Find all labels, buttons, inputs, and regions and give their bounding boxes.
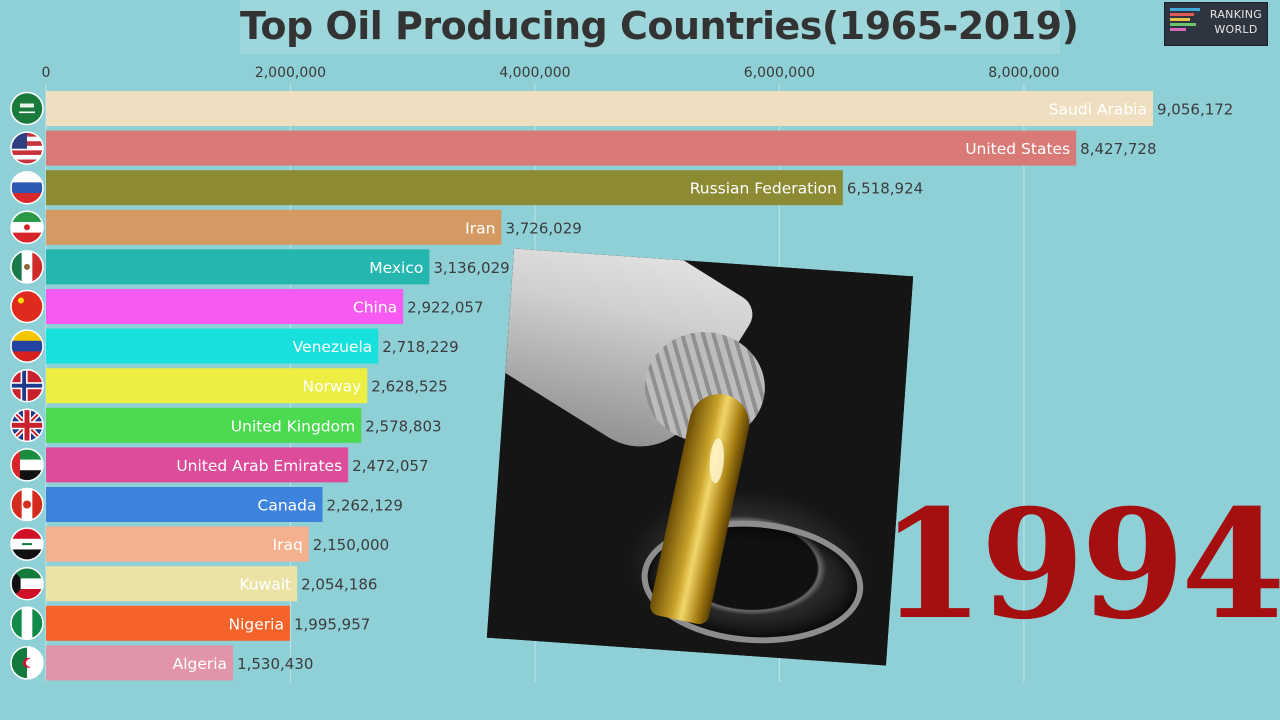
bar-value-label: 6,518,924 xyxy=(847,180,923,198)
bar xyxy=(46,170,843,206)
bar-value-label: 2,150,000 xyxy=(313,536,389,554)
bar-category-label: United Kingdom xyxy=(231,417,355,435)
bar xyxy=(46,566,298,602)
bar-category-label: Mexico xyxy=(369,259,423,277)
year-label: 1994 xyxy=(880,477,1280,653)
logo-line-1: RANKING xyxy=(1209,8,1263,21)
bar-value-label: 8,427,728 xyxy=(1080,140,1156,158)
bar-value-label: 2,628,525 xyxy=(371,378,447,396)
logo-bars-icon xyxy=(1170,8,1206,40)
flag-united-kingdom-icon xyxy=(10,408,44,443)
bar-category-label: China xyxy=(353,299,397,317)
bar-value-label: 2,054,186 xyxy=(301,576,377,594)
x-tick-label: 6,000,000 xyxy=(744,65,815,81)
bar xyxy=(46,447,349,483)
flag-iran-icon xyxy=(10,210,44,245)
logo-line-2: WORLD xyxy=(1214,23,1258,36)
bar xyxy=(46,249,430,285)
bar xyxy=(46,487,323,522)
bar xyxy=(46,328,379,364)
bar xyxy=(46,645,234,681)
flag-kuwait-icon xyxy=(10,566,44,601)
bar xyxy=(46,91,1153,126)
chart-title: Top Oil Producing Countries(1965-2019) xyxy=(240,4,1079,48)
x-tick-label: 0 xyxy=(42,65,51,81)
bar-category-label: Iraq xyxy=(273,536,303,554)
bar-category-label: Iran xyxy=(465,219,495,237)
flag-uae-icon xyxy=(10,448,44,482)
logo-text: RANKING WORLD xyxy=(1205,7,1267,37)
bar-value-label: 2,472,057 xyxy=(352,457,428,475)
flag-venezuela-icon xyxy=(10,329,44,363)
flag-russia-icon xyxy=(10,170,44,205)
bar-value-label: 3,726,029 xyxy=(505,219,581,237)
bar-category-label: Canada xyxy=(258,497,317,515)
bar-category-label: Norway xyxy=(302,378,361,396)
flag-china-icon xyxy=(10,289,44,324)
bar-value-label: 2,718,229 xyxy=(382,338,458,356)
flag-saudi-arabia-icon xyxy=(10,91,44,126)
flag-iraq-icon xyxy=(10,527,44,561)
bar-value-label: 2,922,057 xyxy=(407,299,483,317)
x-tick-label: 8,000,000 xyxy=(988,65,1059,81)
bar xyxy=(46,130,1077,166)
bar-category-label: Saudi Arabia xyxy=(1049,101,1147,119)
flag-mexico-icon xyxy=(10,250,44,284)
flag-algeria-icon xyxy=(10,646,44,680)
flag-united-states-icon xyxy=(10,131,44,165)
oil-pouring-photo xyxy=(486,248,914,666)
bar-category-label: United Arab Emirates xyxy=(176,457,342,475)
bar xyxy=(46,407,362,443)
bar-category-label: Venezuela xyxy=(293,338,373,356)
x-tick-label: 2,000,000 xyxy=(255,65,326,81)
ranking-world-logo: RANKING WORLD xyxy=(1164,2,1268,46)
bar-value-label: 1,995,957 xyxy=(294,615,370,633)
bar-value-label: 3,136,029 xyxy=(433,259,509,277)
bar xyxy=(46,605,290,641)
bar xyxy=(46,368,368,404)
bar-category-label: United States xyxy=(965,140,1070,158)
title-band xyxy=(240,0,1060,54)
bar-value-label: 1,530,430 xyxy=(237,655,313,673)
bar-category-label: Russian Federation xyxy=(690,180,837,198)
bar xyxy=(46,289,404,324)
bar xyxy=(46,209,502,245)
bar xyxy=(46,526,309,562)
bar-value-label: 2,578,803 xyxy=(365,417,441,435)
x-tick-label: 4,000,000 xyxy=(499,65,570,81)
bar-category-label: Nigeria xyxy=(229,615,284,633)
bar-category-label: Algeria xyxy=(173,655,227,673)
flag-canada-icon xyxy=(10,487,44,522)
flag-norway-icon xyxy=(10,368,44,403)
flag-nigeria-icon xyxy=(10,606,44,641)
bar-category-label: Kuwait xyxy=(239,576,291,594)
bar-value-label: 9,056,172 xyxy=(1157,101,1233,119)
bar-value-label: 2,262,129 xyxy=(327,497,403,515)
